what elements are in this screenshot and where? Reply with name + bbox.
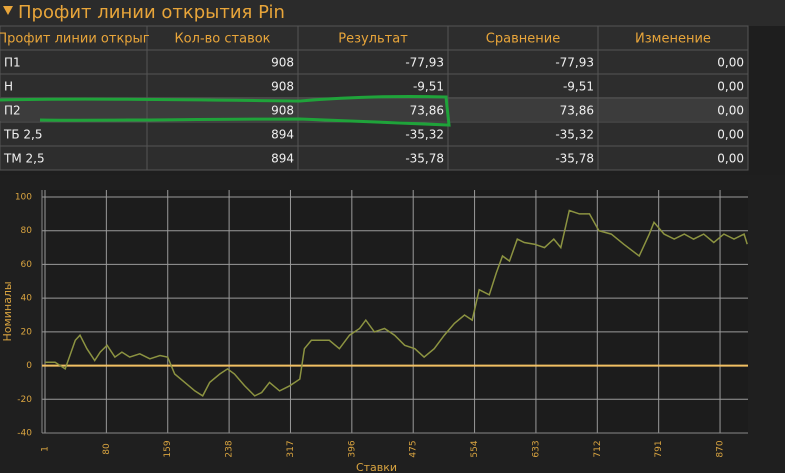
- table-cell: 0,00: [717, 128, 744, 142]
- table-cell: 0,00: [717, 152, 744, 166]
- table-cell: 908: [271, 56, 294, 70]
- selected-row: [0, 97, 748, 121]
- table-cell: П1: [4, 56, 21, 70]
- title-bar: [0, 0, 785, 26]
- table-cell: 73,86: [410, 104, 444, 118]
- table-cell: 73,86: [560, 104, 594, 118]
- x-tick-label: 475: [409, 440, 419, 457]
- x-tick-label: 1: [41, 446, 51, 452]
- table-cell: 894: [271, 128, 294, 142]
- table-cell: -77,93: [555, 56, 594, 70]
- table-cell: 908: [271, 104, 294, 118]
- data-line: [45, 209, 748, 397]
- table-cell: 0,00: [717, 80, 744, 94]
- collapse-arrow[interactable]: [3, 6, 13, 15]
- table-cell: -35,32: [405, 128, 444, 142]
- y-tick-label: 60: [21, 260, 33, 270]
- x-tick-label: 554: [470, 440, 480, 457]
- table-cell: -9,51: [563, 80, 594, 94]
- table-cell: -35,78: [555, 152, 594, 166]
- x-tick-label: 159: [163, 440, 173, 457]
- table-cell: 894: [271, 152, 294, 166]
- x-tick-label: 238: [225, 440, 235, 457]
- y-tick-label: 0: [26, 361, 32, 371]
- column-header: Результат: [338, 32, 408, 47]
- column-header: Кол-во ставок: [174, 32, 270, 47]
- y-tick-label: 20: [21, 327, 33, 337]
- table-cell: Н: [4, 80, 13, 94]
- panel-title: Профит линии открытия Pin: [18, 2, 285, 23]
- table-cell: ТМ 2,5: [3, 152, 45, 166]
- column-header: Сравнение: [486, 32, 560, 47]
- x-axis-label: Ставки: [356, 461, 397, 473]
- x-tick-label: 633: [531, 440, 541, 457]
- x-tick-label: 396: [347, 440, 357, 457]
- y-tick-label: 80: [21, 226, 33, 236]
- table-cell: ТБ 2,5: [3, 128, 42, 142]
- y-tick-label: -40: [17, 429, 32, 439]
- column-header: Профит линии открыг: [0, 32, 150, 47]
- table-cell: -35,32: [555, 128, 594, 142]
- table-cell: 0,00: [717, 56, 744, 70]
- plot-area: [42, 190, 748, 433]
- x-tick-label: 870: [716, 440, 726, 457]
- table-cell: -35,78: [405, 152, 444, 166]
- column-header: Изменение: [635, 32, 711, 47]
- x-tick-label: 80: [102, 443, 112, 455]
- x-tick-label: 712: [593, 440, 603, 457]
- highlight-scribble: [0, 94, 451, 127]
- y-axis-label: Номиналы: [1, 281, 14, 341]
- x-tick-label: 791: [654, 440, 664, 457]
- table-cell: -9,51: [413, 80, 444, 94]
- table-cell: П2: [4, 104, 21, 118]
- table-cell: 0,00: [717, 104, 744, 118]
- y-tick-label: 100: [15, 193, 32, 203]
- table-cell: 908: [271, 80, 294, 94]
- y-tick-label: -20: [17, 395, 32, 405]
- x-tick-label: 317: [286, 440, 296, 457]
- table-cell: -77,93: [405, 56, 444, 70]
- y-tick-label: 40: [21, 294, 33, 304]
